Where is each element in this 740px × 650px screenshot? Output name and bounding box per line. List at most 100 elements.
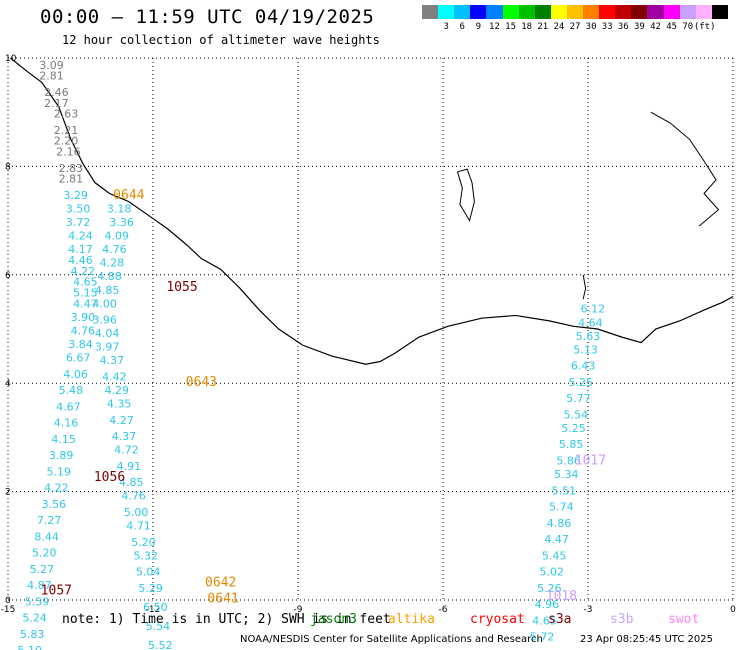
wave-height-value: 2.63 [54,108,79,121]
wave-height-value: 5.85 [559,438,584,451]
wave-height-value: 5.29 [138,582,163,595]
wave-height-value: 4.65 [73,276,98,289]
scale-swatch [438,5,455,19]
scale-swatch [711,5,729,19]
wave-height-value: 5.72 [530,631,555,644]
x-tick-label: 0 [730,605,736,615]
wave-height-value: 4.09 [105,230,130,243]
wave-height-value: 4.17 [68,243,93,256]
wave-height-value: 4.35 [107,398,132,411]
scale-swatch [647,5,665,19]
wave-height-value: 5.59 [25,595,50,608]
wave-height-value: 2.81 [39,70,64,83]
generated-timestamp: 23 Apr 08:25:45 UTC 2025 [580,634,713,645]
wave-height-value: 5.10 [18,644,43,650]
wave-height-value: 4.46 [68,254,93,267]
wave-height-value: 5.77 [566,392,591,405]
satellite-legend-item: jason3 [310,612,357,627]
wave-height-value: 5.45 [542,549,567,562]
wave-height-value: 6.43 [571,360,596,373]
pass-time-labels: 0644 1055 0643 1056 1057 0642 0641 1017 1018 [41,188,606,607]
scale-swatch [679,5,697,19]
pass-time-label: 1057 [41,584,72,599]
wave-height-value: 5.86 [556,455,581,468]
wave-height-value: 4.28 [100,257,125,270]
scale-swatch [486,5,503,19]
scale-swatch [422,5,439,19]
wave-height-value: 5.20 [131,536,156,549]
scale-swatch [534,5,552,19]
wave-height-value: 3.09 [39,59,64,72]
wave-height-value: 5.54 [146,620,171,633]
wave-height-value: 3.89 [49,449,74,462]
wave-height-value: 5.00 [124,506,149,519]
pass-time-label: 1018 [546,589,577,604]
scale-swatch [599,5,616,19]
lagoon-outline [582,274,587,300]
wave-height-value: 4.00 [92,297,117,310]
scale-label: 24 [553,22,565,32]
wave-height-value: 4.04 [95,327,120,340]
wave-height-value: 4.37 [112,430,137,443]
wave-height-value: 4.06 [63,368,88,381]
y-tick-label: 10 [5,54,17,64]
wave-height-value: 2.46 [44,86,69,99]
wave-height-value: 4.87 [27,579,52,592]
satellite-legend-item: altika [388,612,435,627]
wave-height-value: 5.25 [569,376,594,389]
scale-label: 3 [443,22,449,32]
scale-label: 70 [682,22,694,32]
wave-height-value: 7.27 [37,514,62,527]
x-tick-label: -12 [146,605,161,615]
wave-height-value: 4.64 [578,316,603,329]
coastline-path [10,57,734,365]
wave-height-value: 2.16 [56,146,81,159]
scale-swatch [470,5,487,19]
wave-height-value: 5.13 [573,343,598,356]
wave-height-value: 4.47 [544,533,569,546]
scale-label: 6 [459,22,465,32]
satellite-legend-item: cryosat [470,612,525,627]
wave-height-value: 5.74 [549,501,574,514]
wave-height-value: 6.67 [66,352,91,365]
wave-height-value: 4.16 [54,417,79,430]
wave-height-value: 2.20 [54,135,79,148]
credit-line: NOAA/NESDIS Center for Satellite Applica… [240,634,543,645]
scale-label: 12 [489,22,500,32]
x-tick-label: -6 [439,605,448,615]
altimeter-observations: 3.092.812.462.172.632.212.202.162.832.81… [18,59,606,650]
pass-time-label: 1017 [575,454,606,469]
wave-height-value: 5.25 [561,422,586,435]
scale-swatch [631,5,648,19]
wave-height-value: 4.72 [114,444,139,457]
wave-height-value: 3.50 [66,202,91,215]
x-tick-label: -9 [294,605,303,615]
wave-height-value: 4.85 [95,284,120,297]
scale-label: 42 [650,22,661,32]
scale-swatch [663,5,681,19]
wave-height-value: 5.19 [47,465,72,478]
scale-swatch [695,5,713,19]
wave-height-value: 2.83 [59,162,84,175]
x-tick-label: -15 [1,605,16,615]
wave-height-value: 5.02 [540,566,565,579]
wave-height-value: 4.96 [535,598,560,611]
lake-outline [650,111,720,227]
map-title: 00:00 – 11:59 UTC 04/19/2025 [40,6,375,28]
wave-height-value: 3.36 [109,216,134,229]
pass-time-label: 1056 [94,470,125,485]
satellite-legend-item: s3b [610,612,634,627]
wave-height-value: 5.52 [148,639,173,650]
wave-height-value: 4.27 [109,414,134,427]
scale-label: 33 [601,22,613,32]
pass-time-label: 0644 [113,188,144,203]
map-subtitle: 12 hour collection of altimeter wave hei… [62,33,380,47]
pass-time-label: 0641 [207,592,238,607]
scale-label: (ft) [693,22,716,32]
wave-height-value: 5.63 [576,330,601,343]
wave-height-value: 2.17 [44,97,69,110]
lat-lon-grid [7,57,734,601]
color-scale-legend: 3 6 9 12 15 18 21 24 27 30 33 36 39 42 45 70 (ft) [422,5,729,37]
wave-height-value: 5.32 [134,549,159,562]
